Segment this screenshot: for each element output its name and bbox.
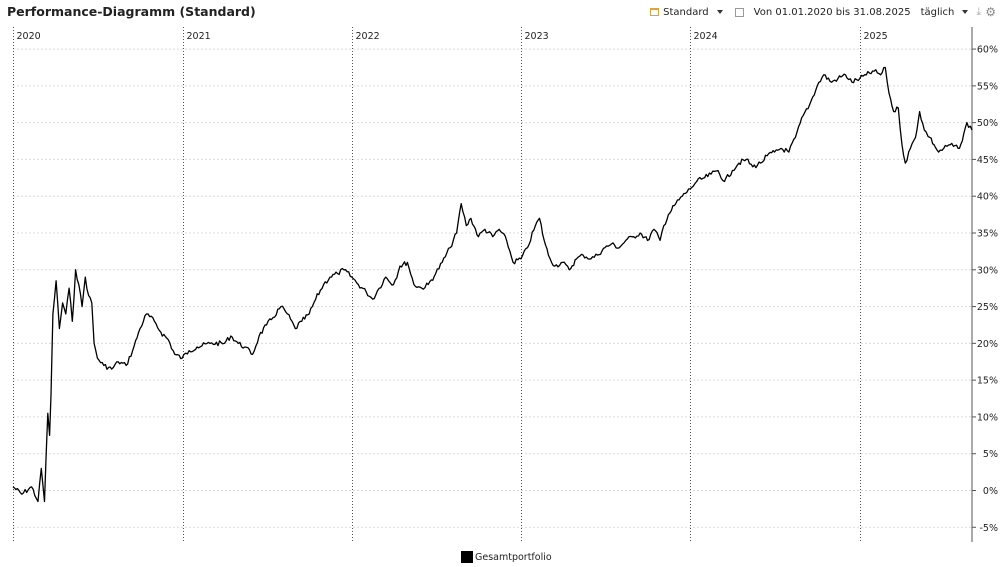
y-tick-label: 40% xyxy=(977,192,998,203)
grid-lines xyxy=(13,48,972,528)
year-label: 2022 xyxy=(356,31,380,42)
date-range-label: Von 01.01.2020 bis 31.08.2025 xyxy=(753,6,911,18)
y-tick-label: 45% xyxy=(977,155,998,166)
y-tick-label: 60% xyxy=(977,45,998,56)
year-label: 2024 xyxy=(694,31,718,42)
download-icon[interactable]: ⤓ xyxy=(976,5,982,18)
y-tick-label: 20% xyxy=(977,339,998,350)
chevron-down-icon xyxy=(716,10,723,14)
series-layer xyxy=(12,66,973,503)
view-select[interactable]: Standard xyxy=(650,7,723,18)
y-tick-label: -5% xyxy=(980,523,999,534)
interval-select[interactable]: täglich xyxy=(921,7,969,18)
y-axis: 60% 55% 50% 45% 40% 35% 30% 25% 20% 15% 10% 5% 0% -5% xyxy=(971,27,999,542)
chart-toolbar: Standard Von 01.01.2020 bis 31.08.2025 t… xyxy=(650,3,996,21)
y-tick-label: 15% xyxy=(977,376,998,387)
chevron-down-icon xyxy=(962,10,969,14)
view-select-label: Standard xyxy=(663,6,709,18)
y-tick-label: 55% xyxy=(977,81,998,92)
legend-label: Gesamtportfolio xyxy=(475,551,552,563)
y-tick-label: 50% xyxy=(977,118,998,129)
year-label: 2020 xyxy=(17,31,41,42)
year-label: 2023 xyxy=(525,31,549,42)
y-tick-label: 10% xyxy=(977,412,998,423)
gear-icon[interactable]: ⚙ xyxy=(985,5,996,19)
chart-legend[interactable]: Gesamtportfolio xyxy=(461,551,552,563)
interval-select-label: täglich xyxy=(920,6,955,18)
date-range-select[interactable]: Von 01.01.2020 bis 31.08.2025 xyxy=(754,7,911,18)
chart-title: Performance-Diagramm (Standard) xyxy=(7,4,256,19)
y-tick-label: 25% xyxy=(977,302,998,313)
legend-swatch xyxy=(461,551,473,563)
y-tick-label: 0% xyxy=(983,486,998,497)
year-label: 2021 xyxy=(187,31,211,42)
year-markers: 2020 2021 2022 2023 2024 2025 xyxy=(13,27,888,542)
y-tick-label: 30% xyxy=(977,265,998,276)
series-line-gesamtportfolio xyxy=(12,66,973,503)
y-tick-label: 5% xyxy=(983,449,998,460)
year-label: 2025 xyxy=(864,31,888,42)
checkbox-icon[interactable] xyxy=(734,7,744,17)
calendar-icon xyxy=(650,8,660,16)
y-tick-label: 35% xyxy=(977,229,998,240)
